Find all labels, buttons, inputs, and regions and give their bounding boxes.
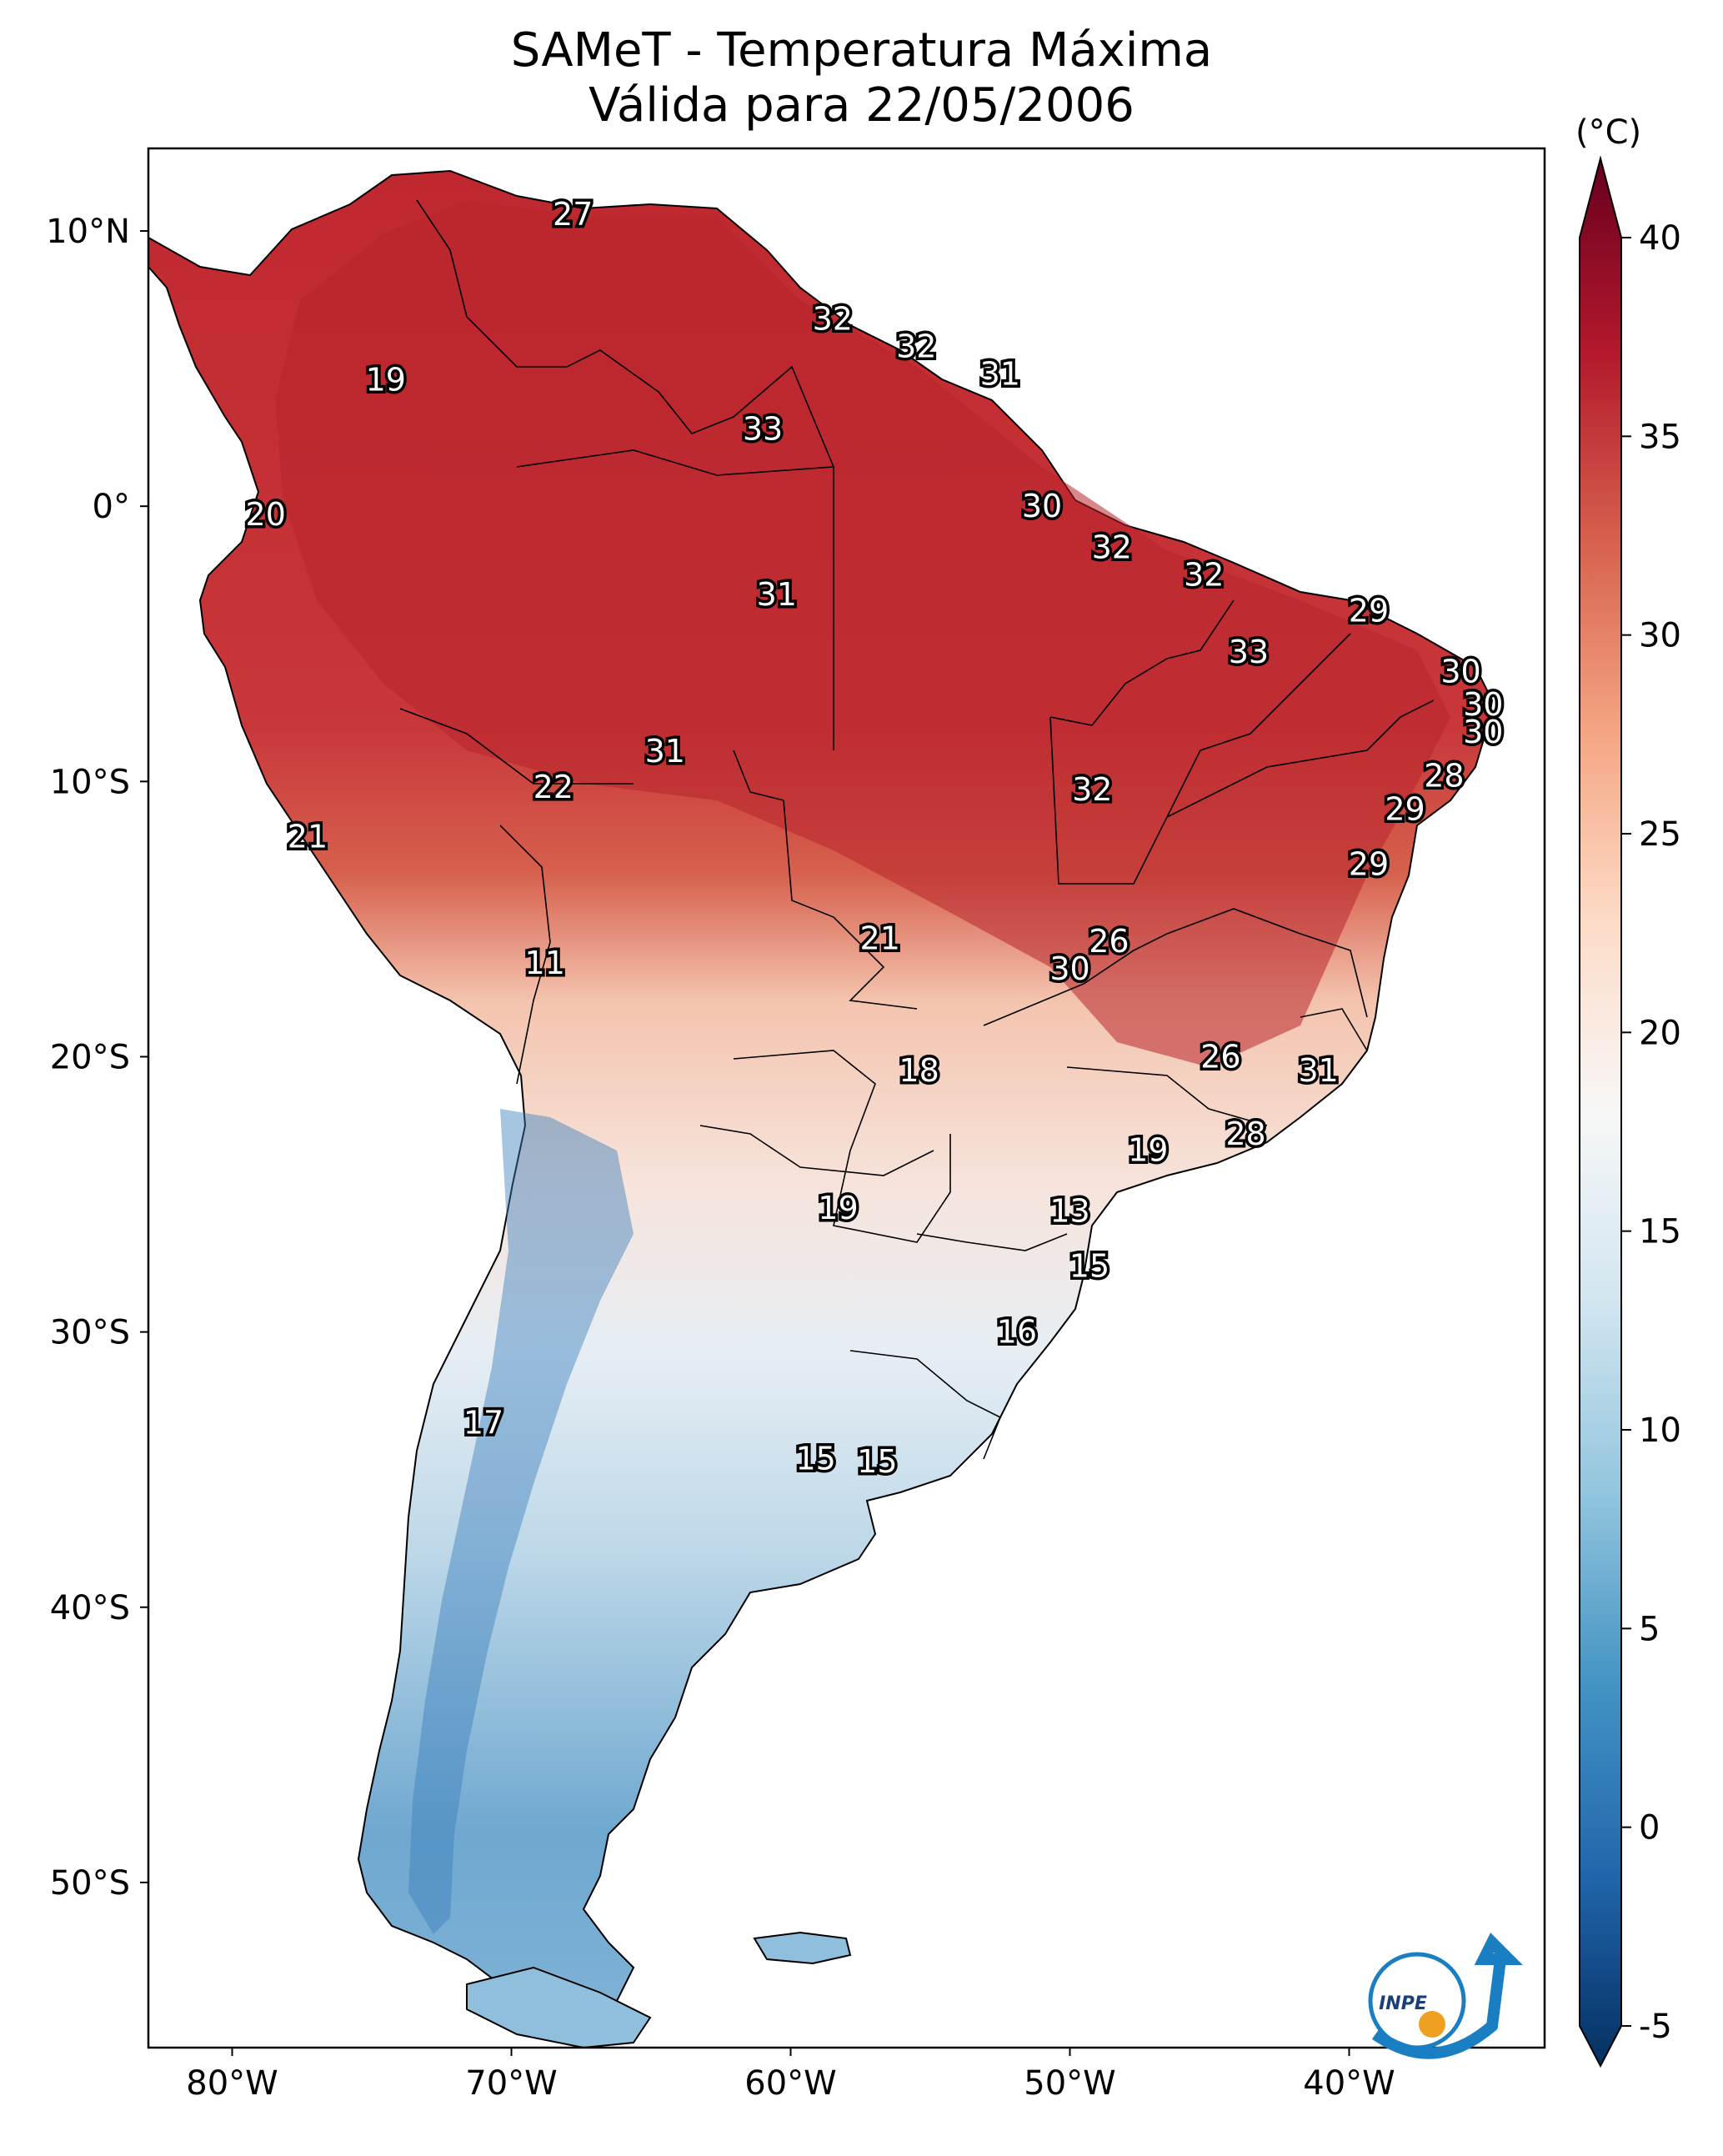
- temperature-label: 32: [1184, 557, 1224, 594]
- tierra-del-fuego: [466, 1966, 652, 2048]
- colorbar-tick-label: 35: [1639, 418, 1681, 456]
- temperature-label: 19: [366, 361, 406, 398]
- colorbar-tick-label: -5: [1639, 2008, 1672, 2046]
- temperature-label: 19: [818, 1190, 858, 1226]
- lon-tick-label: 40°W: [1303, 2064, 1395, 2103]
- temperature-label: 30: [1463, 714, 1503, 750]
- title-line-1: SAMeT - Temperatura Máxima: [510, 23, 1213, 78]
- inpe-logo: INPE: [1368, 1933, 1523, 2059]
- temperature-label: 31: [757, 576, 797, 613]
- andes-cool-band: [408, 1109, 634, 1934]
- lat-tick-label: 30°S: [50, 1314, 130, 1352]
- temperature-label: 30: [1463, 686, 1503, 723]
- lat-tick-label: 50°S: [50, 1864, 130, 1903]
- temperature-label: 26: [1200, 1038, 1240, 1075]
- lat-tick-label: 10°S: [50, 763, 130, 801]
- colorbar-tick-label: 20: [1639, 1014, 1681, 1052]
- colorbar: (°C) 40 35 30 25 20 15 10 5 0 -5: [1575, 113, 1681, 2068]
- temperature-label: 33: [1229, 634, 1269, 670]
- latitude-axis: 10°N 0° 10°S 20°S 30°S 40°S 50°S: [46, 213, 148, 1903]
- temperature-label: 28: [1424, 758, 1464, 795]
- colorbar-tick-label: 5: [1639, 1610, 1660, 1648]
- lat-tick-label: 0°: [93, 488, 130, 526]
- temperature-label: 31: [1298, 1052, 1338, 1089]
- lon-tick-label: 80°W: [186, 2064, 278, 2103]
- temperature-label: 19: [1128, 1132, 1168, 1169]
- title-line-2: Válida para 22/05/2006: [589, 78, 1134, 133]
- temperature-label: 31: [645, 733, 685, 770]
- lat-tick-label: 20°S: [50, 1038, 130, 1076]
- temperature-label: 15: [1069, 1247, 1109, 1284]
- lat-tick-label: 10°N: [46, 213, 130, 251]
- temperature-label: 29: [1349, 845, 1389, 882]
- logo-text: INPE: [1379, 1993, 1427, 2014]
- temperature-label: 30: [1022, 488, 1062, 524]
- colorbar-tick-label: 25: [1639, 815, 1681, 854]
- temperature-label: 32: [1072, 771, 1112, 808]
- colorbar-ticks: 40 35 30 25 20 15 10 5 0 -5: [1621, 219, 1681, 2046]
- temperature-label: 27: [553, 196, 593, 233]
- temperature-label: 32: [896, 328, 936, 365]
- colorbar-tick-label: 15: [1639, 1213, 1681, 1251]
- colorbar-tick-label: 30: [1639, 617, 1681, 655]
- falkland-islands: [753, 1931, 852, 1965]
- temperature-label: 26: [1089, 923, 1129, 960]
- colorbar-tick-label: 0: [1639, 1809, 1660, 1848]
- lon-tick-label: 60°W: [744, 2064, 836, 2103]
- temperature-label: 32: [1092, 529, 1132, 566]
- colorbar-body: [1579, 155, 1622, 2068]
- map-title: SAMeT - Temperatura Máxima Válida para 2…: [0, 23, 1723, 133]
- longitude-axis: 80°W 70°W 60°W 50°W 40°W: [186, 2048, 1395, 2103]
- temperature-label: 18: [899, 1052, 939, 1089]
- colorbar-tick-label: 40: [1639, 219, 1681, 258]
- lon-tick-label: 70°W: [465, 2064, 557, 2103]
- temperature-label: 29: [1385, 790, 1425, 827]
- lat-tick-label: 40°S: [50, 1589, 130, 1627]
- temperature-label: 13: [1049, 1192, 1089, 1229]
- temperature-label: 31: [980, 356, 1020, 393]
- colorbar-tick-label: 10: [1639, 1411, 1681, 1450]
- map-frame: [147, 147, 1546, 2049]
- country-borders: [399, 199, 1435, 1460]
- temperature-label: 20: [246, 496, 286, 533]
- logo-dot: [1419, 2011, 1445, 2038]
- temperature-label: 29: [1349, 593, 1389, 629]
- temperature-label: 21: [860, 920, 900, 957]
- warm-region-overlay: [275, 200, 1450, 1067]
- temperature-label: 21: [288, 818, 328, 855]
- lon-tick-label: 50°W: [1024, 2064, 1115, 2103]
- temperature-label: 15: [795, 1440, 835, 1477]
- temperature-label: 30: [1440, 653, 1480, 689]
- temperature-label: 17: [463, 1405, 503, 1442]
- temperature-label: 33: [743, 411, 783, 448]
- colorbar-unit: (°C): [1575, 113, 1641, 152]
- temperature-label: 16: [997, 1314, 1037, 1351]
- temperature-label: 15: [857, 1443, 897, 1480]
- temperature-label: 28: [1225, 1116, 1265, 1152]
- temperature-label: 30: [1049, 950, 1089, 987]
- temperature-label: 22: [533, 769, 573, 805]
- logo-arrow: [1371, 1933, 1523, 2059]
- temperature-label: 11: [525, 945, 565, 981]
- temperature-label: 32: [813, 301, 853, 338]
